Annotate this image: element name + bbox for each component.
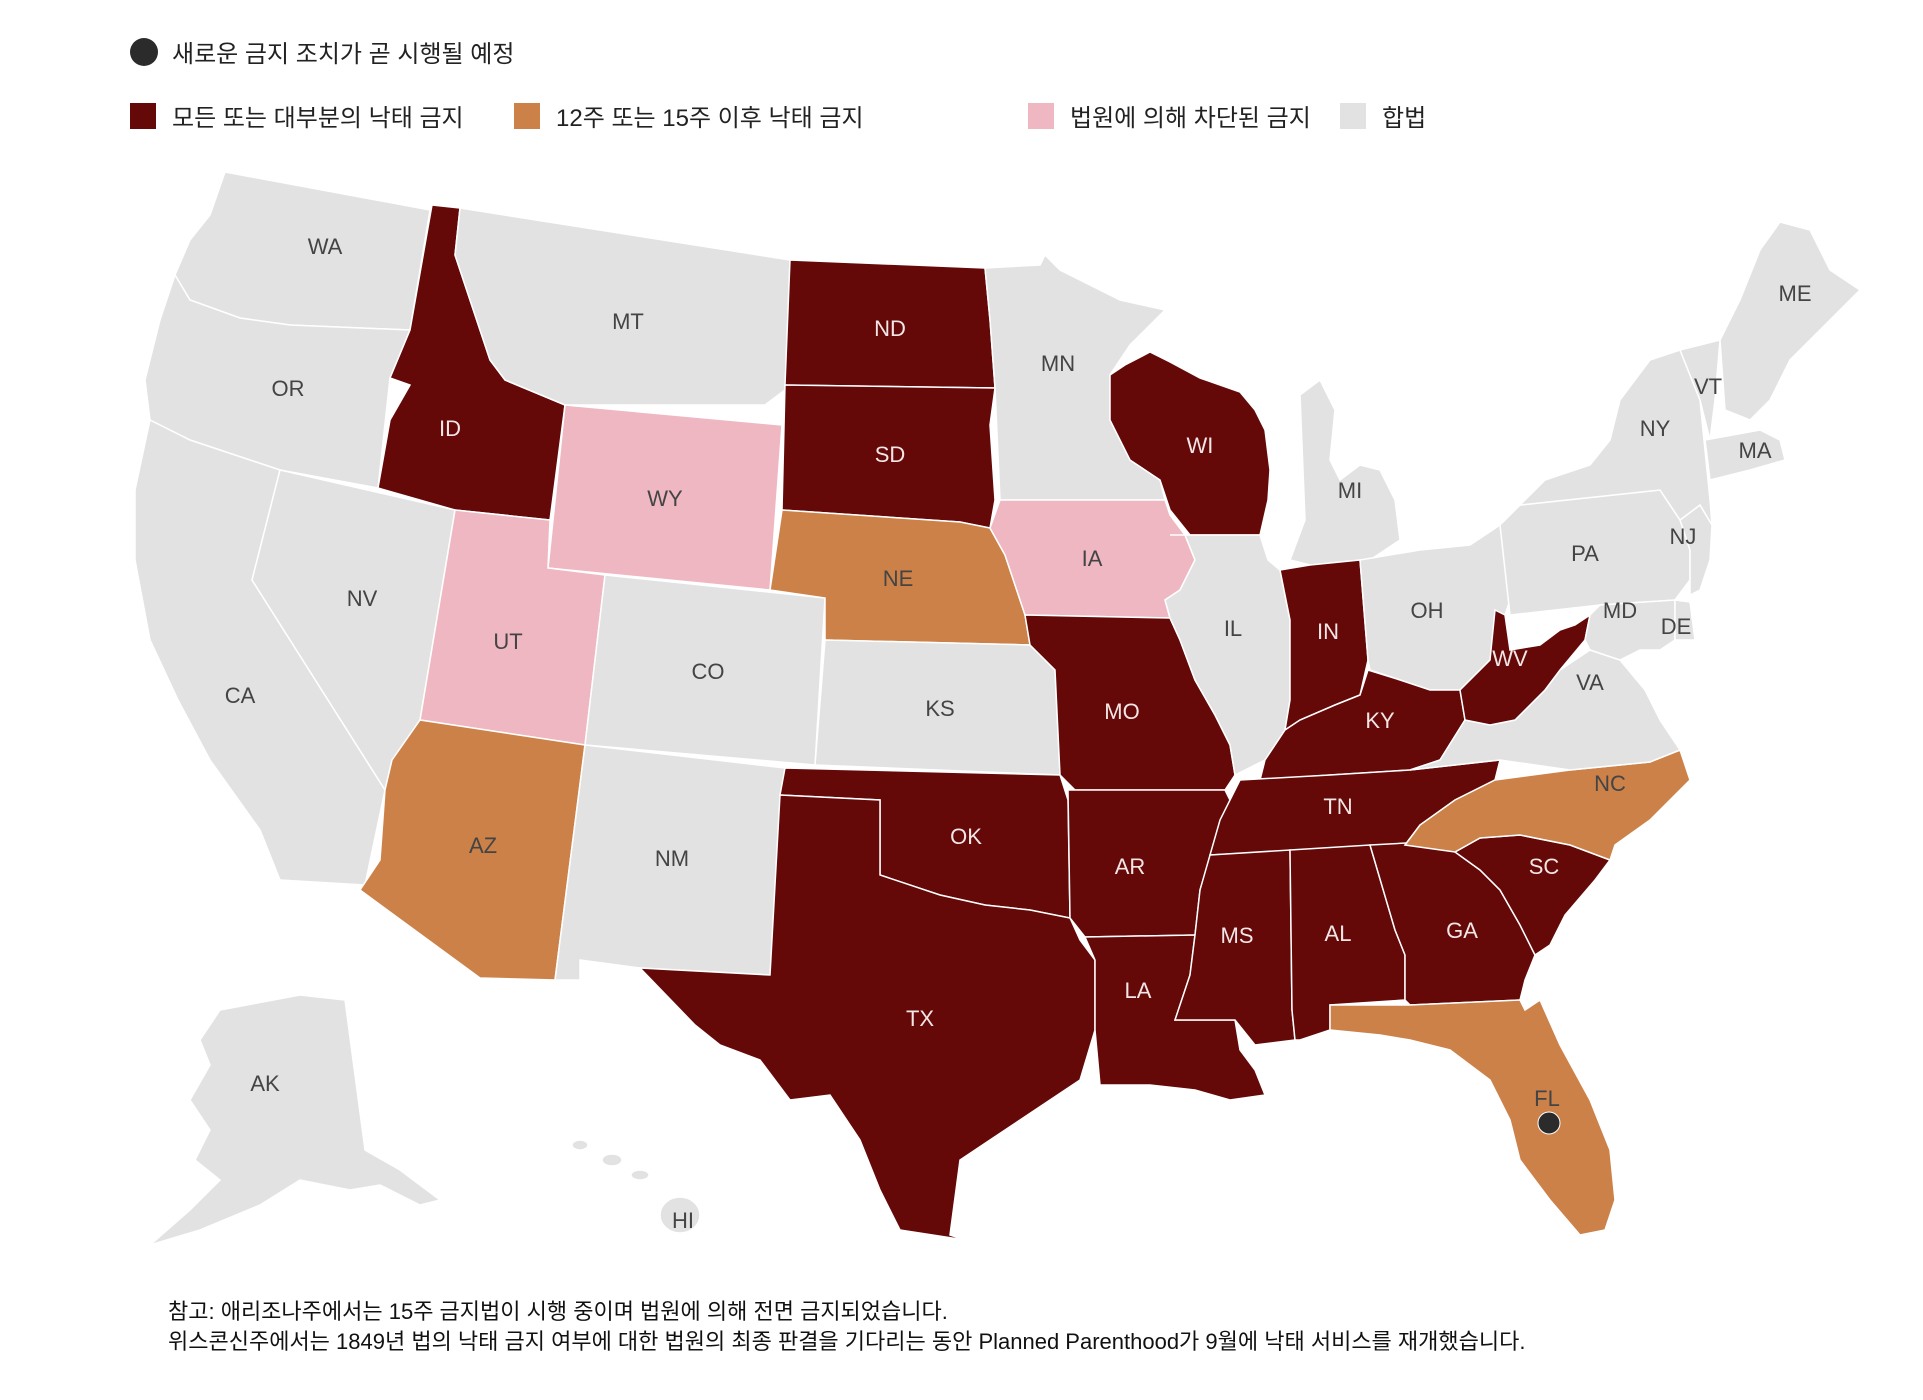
state-DE[interactable] (1674, 599, 1696, 641)
state-label-AK: AK (250, 1071, 280, 1096)
state-WV[interactable] (1459, 608, 1592, 726)
footnote-line-1: 참고: 애리조나주에서는 15주 금지법이 시행 중이며 법원에 의해 전면 금… (168, 1299, 948, 1324)
state-MI[interactable] (1289, 378, 1401, 566)
legend-label-limit: 12주 또는 15주 이후 낙태 금지 (556, 105, 864, 132)
state-label-NM: NM (655, 846, 689, 871)
footnote: 참고: 애리조나주에서는 15주 금지법이 시행 중이며 법원에 의해 전면 금… (168, 1297, 1525, 1357)
state-label-MO: MO (1104, 699, 1139, 724)
state-label-AL: AL (1325, 921, 1352, 946)
state-label-OK: OK (950, 824, 982, 849)
state-label-MA: MA (1739, 438, 1772, 463)
state-MA[interactable] (1704, 429, 1786, 481)
state-label-NJ: NJ (1670, 524, 1697, 549)
state-label-IL: IL (1224, 616, 1242, 641)
state-VT[interactable] (1678, 339, 1721, 441)
legend-item-blocked: 법원에 의해 차단된 금지 (1028, 98, 1311, 133)
state-label-MD: MD (1603, 598, 1637, 623)
state-label-ME: ME (1779, 281, 1812, 306)
state-label-TX: TX (906, 1006, 934, 1031)
legend-upcoming-ban: 새로운 금지 조치가 곧 시행될 예정 (130, 34, 514, 69)
legend-item-ban: 모든 또는 대부분의 낙태 금지 (130, 98, 464, 133)
state-label-AR: AR (1115, 854, 1146, 879)
state-label-VT: VT (1694, 374, 1722, 399)
state-label-NY: NY (1640, 416, 1671, 441)
legend-item-limit: 12주 또는 15주 이후 낙태 금지 (514, 98, 864, 133)
state-label-PA: PA (1571, 541, 1599, 566)
state-ME[interactable] (1719, 221, 1862, 421)
state-MT[interactable] (454, 207, 791, 406)
state-label-LA: LA (1125, 978, 1152, 1003)
state-AK[interactable] (149, 994, 442, 1246)
legend-swatch-blocked (1028, 102, 1054, 129)
state-label-CO: CO (692, 659, 725, 684)
state-label-WI: WI (1187, 433, 1214, 458)
state-label-SD: SD (875, 442, 906, 467)
legend-item-legal: 합법 (1340, 98, 1426, 133)
state-label-VA: VA (1576, 670, 1604, 695)
state-label-IA: IA (1082, 546, 1103, 571)
state-MD[interactable] (1584, 599, 1676, 661)
footnote-line-2: 위스콘신주에서는 1849년 법의 낙태 금지 여부에 대한 법원의 최종 판결… (168, 1329, 1526, 1354)
state-label-GA: GA (1446, 918, 1478, 943)
state-HI[interactable] (571, 1139, 701, 1234)
legend-label-blocked: 법원에 의해 차단된 금지 (1070, 105, 1311, 132)
state-NC[interactable] (1403, 749, 1691, 861)
state-label-TN: TN (1323, 794, 1352, 819)
state-label-NE: NE (883, 566, 914, 591)
state-FL[interactable] (1329, 998, 1616, 1236)
state-label-HI: HI (672, 1208, 694, 1233)
legend-swatch-limit (514, 102, 540, 129)
legend-label-legal: 합법 (1382, 105, 1427, 132)
state-label-SC: SC (1529, 854, 1560, 879)
state-label-WV: WV (1492, 646, 1528, 671)
state-label-ND: ND (874, 316, 906, 341)
state-label-WA: WA (308, 234, 343, 259)
upcoming-ban-marker-FL (1537, 1111, 1561, 1135)
legend-upcoming-ban-label: 새로운 금지 조치가 곧 시행될 예정 (172, 41, 515, 68)
state-label-UT: UT (493, 629, 522, 654)
state-label-FL: FL (1534, 1086, 1560, 1111)
state-label-KS: KS (925, 696, 954, 721)
state-label-OR: OR (272, 376, 305, 401)
legend-swatch-legal (1340, 102, 1366, 129)
legend-swatch-ban (130, 102, 156, 129)
state-label-CA: CA (225, 683, 256, 708)
legend-label-ban: 모든 또는 대부분의 낙태 금지 (172, 105, 464, 132)
state-label-MT: MT (612, 309, 644, 334)
state-TX[interactable] (638, 794, 1096, 1241)
state-label-ID: ID (439, 416, 461, 441)
state-label-DE: DE (1661, 614, 1692, 639)
state-label-OH: OH (1411, 598, 1444, 623)
state-label-WY: WY (647, 486, 683, 511)
state-label-AZ: AZ (469, 833, 497, 858)
state-WA[interactable] (174, 171, 431, 331)
state-WI[interactable] (1109, 351, 1271, 536)
upcoming-ban-marker-icon (130, 37, 158, 66)
state-label-IN: IN (1317, 619, 1339, 644)
state-labels: WA OR CA NV ID MT WY UT AZ CO NM ND SD NE KS OK TX MN IA MO… (225, 234, 1812, 1233)
state-label-MI: MI (1338, 478, 1362, 503)
state-label-NC: NC (1594, 771, 1626, 796)
us-abortion-map: WA OR CA NV ID MT WY UT AZ CO NM ND SD NE KS OK TX MN IA MO… (134, 171, 1862, 1246)
state-label-NV: NV (347, 586, 378, 611)
state-label-KY: KY (1365, 708, 1395, 733)
state-label-MS: MS (1221, 923, 1254, 948)
state-label-MN: MN (1041, 351, 1075, 376)
legend: 모든 또는 대부분의 낙태 금지 12주 또는 15주 이후 낙태 금지 법원에… (130, 98, 1830, 138)
